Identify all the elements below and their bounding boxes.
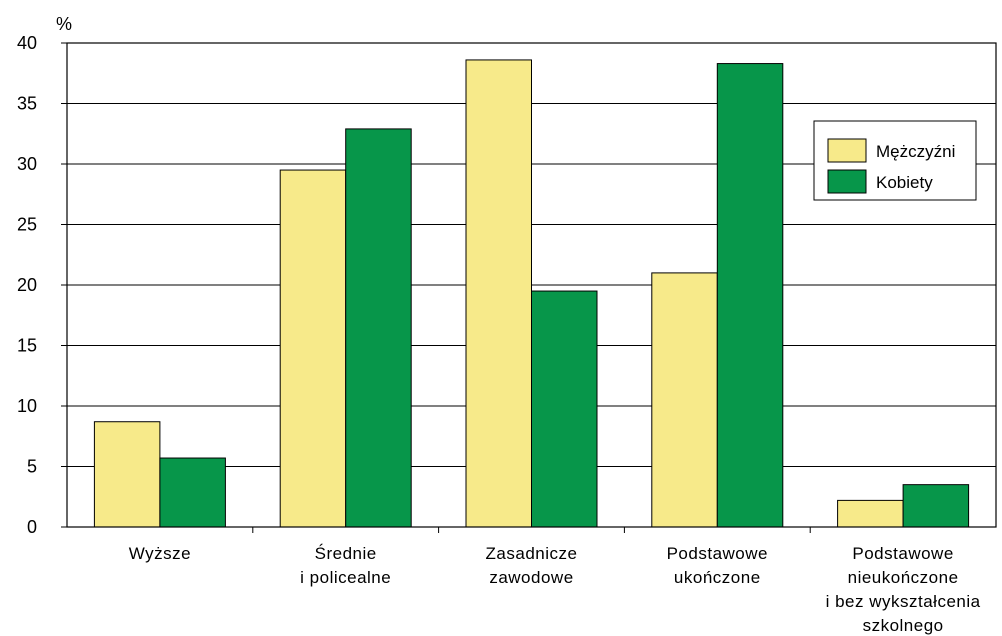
bar-women (902, 484, 970, 528)
legend-label: Mężczyźni (876, 142, 955, 161)
category-label: Podstawowe ukończone (667, 544, 768, 587)
legend-swatch (827, 169, 867, 194)
y-tick-labels: 0 5 10 15 20 25 30 35 40 (17, 33, 37, 537)
bar-men (837, 499, 904, 528)
category-labels: Wyższe Średnie i policealne Zasadnicze zawod… (129, 544, 981, 635)
bars (93, 59, 970, 528)
bar-women (716, 63, 784, 528)
y-axis-unit: % (56, 14, 72, 34)
y-tick-label: 20 (17, 275, 37, 295)
bar-women (345, 128, 412, 528)
bar-women (159, 457, 226, 528)
bar-women (531, 290, 598, 528)
y-tick-label: 30 (17, 154, 37, 174)
y-tick-label: 40 (17, 33, 37, 53)
legend-swatch (827, 138, 867, 163)
axes (61, 42, 997, 533)
category-label: Średnie i policealne (300, 544, 391, 587)
bar-men (93, 421, 161, 528)
y-tick-label: 10 (17, 396, 37, 416)
category-label: Podstawowe nieukończone i bez wykształceni… (826, 544, 981, 635)
plot-frame (66, 42, 997, 528)
category-label: Wyższe (129, 544, 191, 563)
y-tick-label: 35 (17, 94, 37, 114)
bar-men (279, 169, 347, 528)
bar-men (651, 272, 718, 528)
bar-men (465, 59, 532, 528)
category-label: Zasadnicze zawodowe (486, 544, 578, 587)
y-tick-label: 15 (17, 336, 37, 356)
legend: Mężczyźni Kobiety (813, 120, 977, 201)
legend-label: Kobiety (876, 173, 933, 192)
y-tick-label: 5 (27, 457, 37, 477)
y-tick-label: 0 (27, 517, 37, 537)
y-tick-label: 25 (17, 215, 37, 235)
